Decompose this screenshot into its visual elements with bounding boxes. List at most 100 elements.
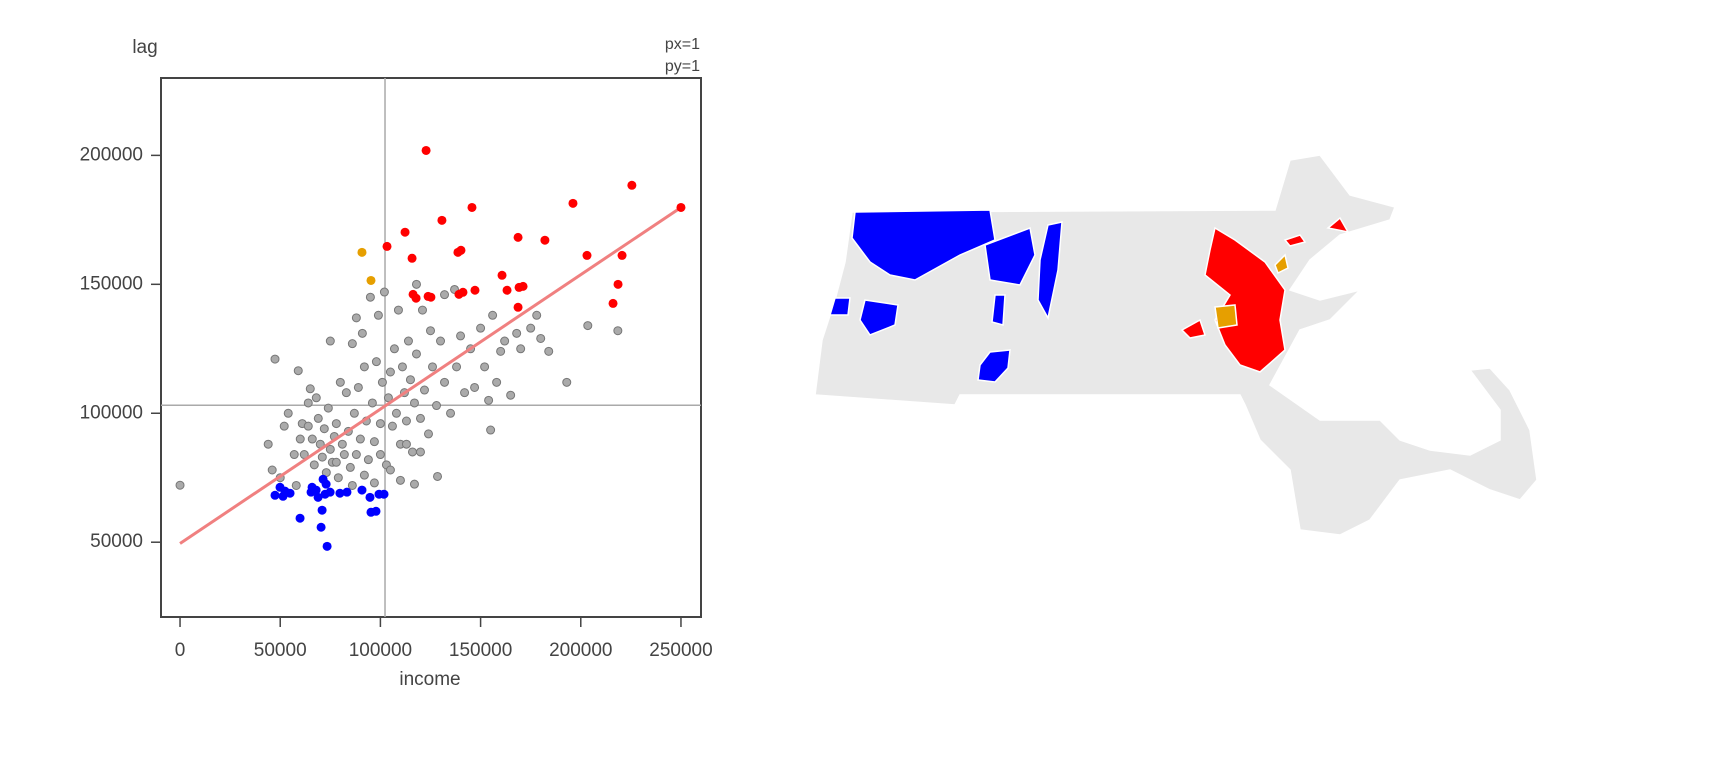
point bbox=[409, 398, 419, 408]
point bbox=[518, 281, 528, 291]
point bbox=[401, 439, 411, 449]
point bbox=[480, 362, 490, 372]
point bbox=[371, 506, 381, 516]
point bbox=[311, 485, 321, 495]
point bbox=[357, 328, 367, 338]
high-high-region bbox=[1283, 234, 1307, 247]
point bbox=[617, 250, 627, 260]
point bbox=[309, 460, 319, 470]
point bbox=[417, 305, 427, 315]
point bbox=[347, 339, 357, 349]
point bbox=[568, 198, 578, 208]
point bbox=[319, 424, 329, 434]
point bbox=[333, 473, 343, 483]
point bbox=[342, 487, 352, 497]
point bbox=[323, 403, 333, 413]
low-high-region bbox=[1274, 253, 1289, 275]
point bbox=[283, 408, 293, 418]
low-low-region bbox=[1037, 221, 1063, 321]
point bbox=[335, 488, 345, 498]
point bbox=[403, 336, 413, 346]
point bbox=[316, 522, 326, 532]
point bbox=[347, 480, 357, 490]
point bbox=[411, 279, 421, 289]
point bbox=[500, 336, 510, 346]
point bbox=[433, 471, 443, 481]
point bbox=[512, 328, 522, 338]
point bbox=[484, 395, 494, 405]
point bbox=[357, 485, 367, 495]
point bbox=[369, 437, 379, 447]
point bbox=[295, 513, 305, 523]
low-low-region bbox=[991, 294, 1006, 326]
point bbox=[676, 202, 686, 212]
point bbox=[426, 292, 436, 302]
point bbox=[313, 413, 323, 423]
point bbox=[363, 455, 373, 465]
x-tick-label: 250000 bbox=[649, 640, 712, 661]
point bbox=[279, 421, 289, 431]
x-tick-label: 0 bbox=[175, 640, 186, 661]
point bbox=[411, 293, 421, 303]
point bbox=[454, 289, 464, 299]
low-low-region bbox=[851, 209, 996, 281]
point bbox=[407, 447, 417, 457]
point bbox=[317, 505, 327, 515]
x-axis-label: income bbox=[399, 669, 460, 690]
point bbox=[331, 419, 341, 429]
point bbox=[409, 479, 419, 489]
point bbox=[516, 344, 526, 354]
point bbox=[270, 354, 280, 364]
point bbox=[452, 362, 462, 372]
point bbox=[385, 367, 395, 377]
map bbox=[814, 154, 1538, 536]
point bbox=[307, 434, 317, 444]
point bbox=[351, 450, 361, 460]
point bbox=[440, 290, 450, 300]
point bbox=[325, 444, 335, 454]
point bbox=[325, 336, 335, 346]
point bbox=[582, 250, 592, 260]
high-high-region bbox=[1204, 226, 1286, 373]
point bbox=[496, 346, 506, 356]
point bbox=[432, 401, 442, 411]
point bbox=[322, 541, 332, 551]
point bbox=[375, 419, 385, 429]
point bbox=[486, 425, 496, 435]
scatter-plot: lag px=1 py=1 income 0 50000 100000 150000 2… bbox=[80, 36, 713, 690]
y-tick-label: 50000 bbox=[90, 531, 143, 552]
point bbox=[373, 310, 383, 320]
point bbox=[337, 439, 347, 449]
low-low-region bbox=[984, 226, 1036, 286]
high-high-region bbox=[1326, 216, 1350, 234]
y-tick-label: 150000 bbox=[80, 273, 143, 294]
point bbox=[492, 377, 502, 387]
point bbox=[353, 382, 363, 392]
point bbox=[613, 326, 623, 336]
point bbox=[411, 349, 421, 359]
y-tick-label: 100000 bbox=[80, 402, 143, 423]
point bbox=[627, 180, 637, 190]
point bbox=[293, 366, 303, 376]
point bbox=[397, 362, 407, 372]
point bbox=[391, 408, 401, 418]
x-tick-label: 150000 bbox=[449, 640, 512, 661]
point bbox=[488, 310, 498, 320]
annotation: py=1 bbox=[665, 58, 700, 75]
x-tick-label: 50000 bbox=[254, 640, 307, 661]
plot-frame bbox=[160, 77, 702, 618]
point bbox=[460, 388, 470, 398]
point bbox=[423, 429, 433, 439]
point bbox=[175, 480, 185, 490]
point bbox=[387, 421, 397, 431]
point bbox=[295, 434, 305, 444]
point bbox=[377, 377, 387, 387]
point bbox=[608, 298, 618, 308]
point bbox=[305, 384, 315, 394]
point bbox=[359, 470, 369, 480]
point bbox=[544, 346, 554, 356]
point bbox=[371, 357, 381, 367]
point bbox=[317, 452, 327, 462]
low-low-region bbox=[828, 297, 851, 316]
